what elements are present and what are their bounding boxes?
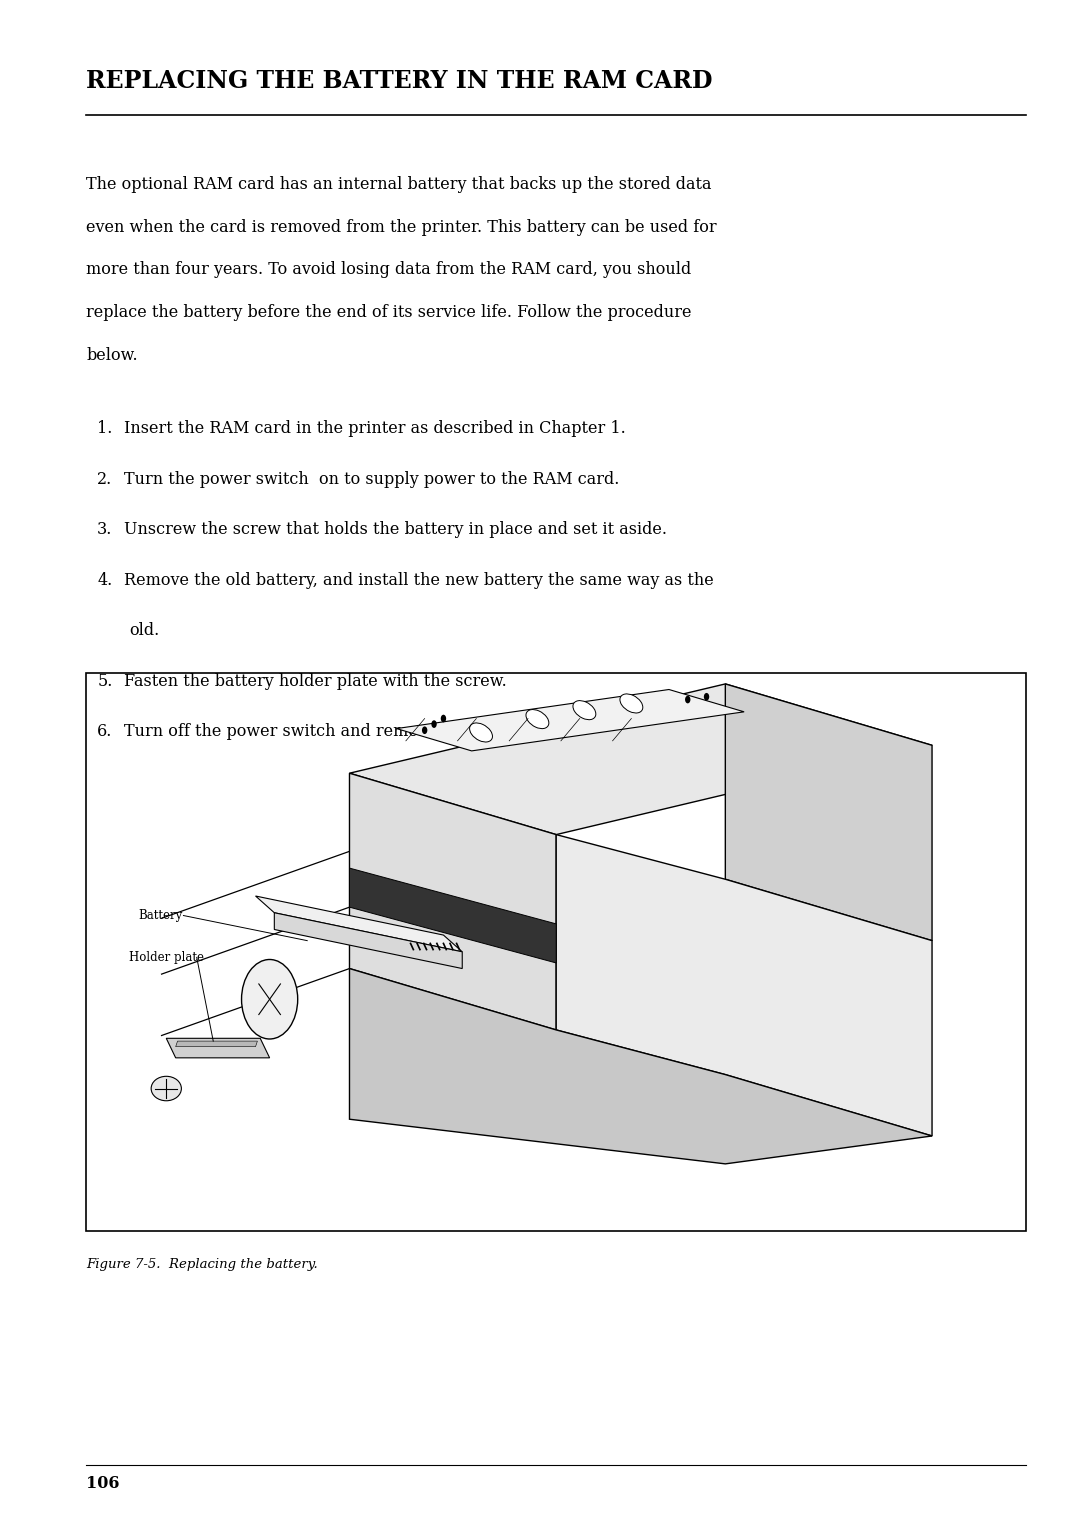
Text: Fasten the battery holder plate with the screw.: Fasten the battery holder plate with the… bbox=[124, 673, 507, 690]
Polygon shape bbox=[556, 835, 932, 1136]
Circle shape bbox=[441, 714, 446, 722]
FancyBboxPatch shape bbox=[86, 673, 1026, 1231]
Circle shape bbox=[422, 726, 428, 734]
Polygon shape bbox=[396, 690, 744, 751]
Text: 2.: 2. bbox=[97, 471, 112, 488]
Text: even when the card is removed from the printer. This battery can be used for: even when the card is removed from the p… bbox=[86, 219, 717, 235]
Polygon shape bbox=[166, 1038, 270, 1058]
Circle shape bbox=[431, 720, 436, 728]
Polygon shape bbox=[350, 683, 932, 835]
Polygon shape bbox=[350, 968, 932, 1164]
Text: Remove the old battery, and install the new battery the same way as the: Remove the old battery, and install the … bbox=[124, 572, 714, 589]
Text: Holder plate: Holder plate bbox=[129, 951, 204, 963]
Text: 4.: 4. bbox=[97, 572, 112, 589]
Text: 106: 106 bbox=[86, 1475, 120, 1492]
Ellipse shape bbox=[470, 723, 492, 742]
Text: Unscrew the screw that holds the battery in place and set it aside.: Unscrew the screw that holds the battery… bbox=[124, 521, 667, 538]
Ellipse shape bbox=[573, 700, 596, 720]
Polygon shape bbox=[176, 1041, 257, 1047]
Text: Figure 7-5.  Replacing the battery.: Figure 7-5. Replacing the battery. bbox=[86, 1258, 319, 1272]
Circle shape bbox=[685, 696, 690, 703]
Text: Turn off the power switch and remove the RAM card.: Turn off the power switch and remove the… bbox=[124, 723, 561, 740]
Text: below.: below. bbox=[86, 347, 138, 364]
Circle shape bbox=[242, 960, 298, 1040]
Text: more than four years. To avoid losing data from the RAM card, you should: more than four years. To avoid losing da… bbox=[86, 261, 691, 278]
Ellipse shape bbox=[151, 1076, 181, 1101]
Text: REPLACING THE BATTERY IN THE RAM CARD: REPLACING THE BATTERY IN THE RAM CARD bbox=[86, 69, 713, 93]
Polygon shape bbox=[350, 868, 556, 963]
Circle shape bbox=[704, 693, 710, 700]
Text: Turn the power switch  on to supply power to the RAM card.: Turn the power switch on to supply power… bbox=[124, 471, 620, 488]
Text: Battery: Battery bbox=[138, 910, 183, 922]
Text: 5.: 5. bbox=[97, 673, 112, 690]
Text: 3.: 3. bbox=[97, 521, 112, 538]
Text: Insert the RAM card in the printer as described in Chapter 1.: Insert the RAM card in the printer as de… bbox=[124, 420, 626, 437]
Text: 6.: 6. bbox=[97, 723, 112, 740]
Ellipse shape bbox=[526, 709, 549, 729]
Polygon shape bbox=[256, 896, 462, 951]
Text: replace the battery before the end of its service life. Follow the procedure: replace the battery before the end of it… bbox=[86, 304, 692, 321]
Text: The optional RAM card has an internal battery that backs up the stored data: The optional RAM card has an internal ba… bbox=[86, 176, 712, 193]
Text: 1.: 1. bbox=[97, 420, 112, 437]
Polygon shape bbox=[726, 683, 932, 940]
Text: old.: old. bbox=[130, 622, 160, 639]
Polygon shape bbox=[350, 774, 556, 1031]
Ellipse shape bbox=[620, 694, 643, 713]
Polygon shape bbox=[274, 913, 462, 968]
